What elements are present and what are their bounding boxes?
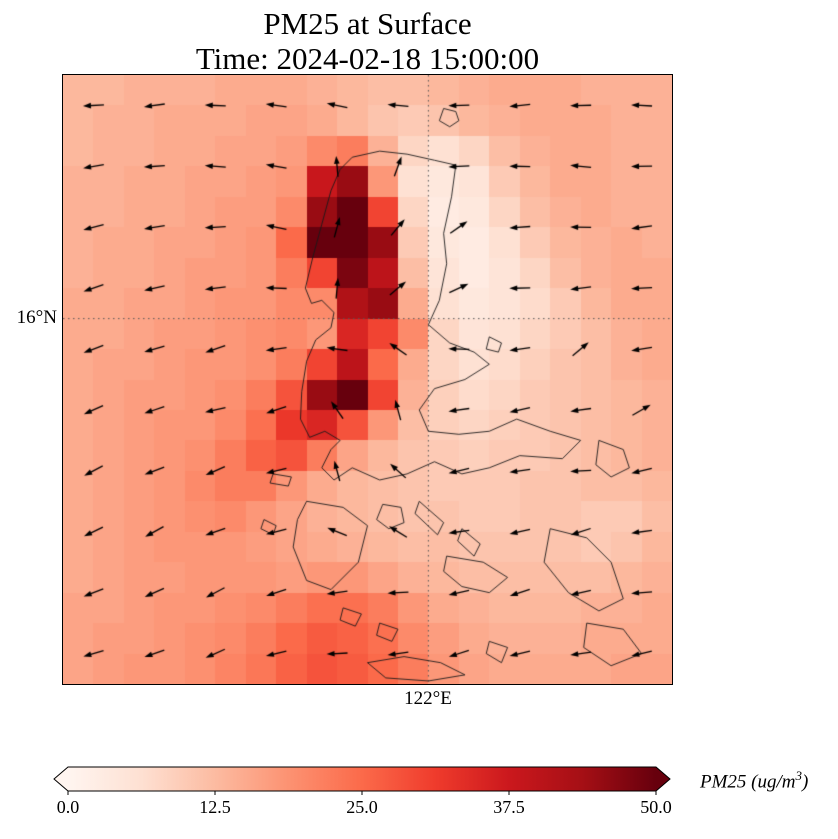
chart-title-line1: PM25 at Surface (263, 6, 472, 41)
colorbar-label-suffix: ) (802, 771, 809, 793)
y-axis-tick-label: 16°N (16, 307, 57, 328)
colorbar-tick-label: 25.0 (346, 797, 378, 817)
x-axis-tick-label: 122°E (404, 688, 452, 709)
colorbar-tick-label: 0.0 (56, 797, 80, 817)
colorbar-label-superscript: 3 (795, 768, 803, 783)
pm25-heatmap-canvas (63, 75, 672, 684)
colorbar-tick-label: 37.5 (493, 797, 525, 817)
colorbar-axis-label: PM25 (ug/m3) (700, 768, 808, 793)
colorbar-tick-label: 50.0 (640, 797, 672, 817)
chart-title-line2: Time: 2024-02-18 15:00:00 (195, 41, 540, 76)
colorbar (53, 766, 671, 795)
colorbar-gradient-bar (53, 766, 671, 792)
colorbar-tick-label: 12.5 (199, 797, 231, 817)
colorbar-ticks (67, 791, 657, 795)
map-axes (62, 74, 673, 685)
colorbar-label-prefix: PM25 (ug/m (700, 771, 796, 793)
chart-title: PM25 at Surface Time: 2024-02-18 15:00:0… (63, 6, 672, 76)
